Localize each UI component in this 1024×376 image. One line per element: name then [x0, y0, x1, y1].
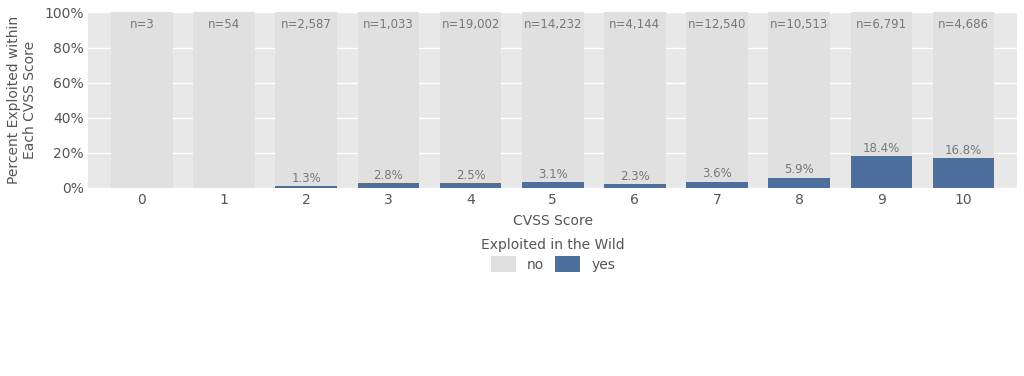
Text: n=2,587: n=2,587 — [281, 18, 332, 31]
Text: n=10,513: n=10,513 — [770, 18, 828, 31]
Text: 3.1%: 3.1% — [538, 168, 567, 181]
Bar — [275, 12, 337, 186]
Text: 3.6%: 3.6% — [702, 167, 732, 180]
Bar — [933, 158, 994, 188]
Bar — [768, 12, 830, 177]
Text: 16.8%: 16.8% — [945, 144, 982, 157]
Text: n=14,232: n=14,232 — [523, 18, 582, 31]
Bar — [851, 156, 912, 188]
Bar — [357, 12, 419, 183]
Bar — [439, 12, 502, 183]
Bar — [604, 12, 666, 184]
Text: 2.8%: 2.8% — [374, 169, 403, 182]
Text: 5.9%: 5.9% — [784, 164, 814, 176]
Text: n=3: n=3 — [129, 18, 155, 31]
Text: n=12,540: n=12,540 — [688, 18, 746, 31]
Bar — [768, 177, 830, 188]
Bar — [357, 183, 419, 188]
Bar — [686, 182, 748, 188]
Text: n=1,033: n=1,033 — [364, 18, 414, 31]
Bar — [522, 182, 584, 188]
Bar — [522, 12, 584, 182]
Bar — [604, 184, 666, 188]
Text: n=19,002: n=19,002 — [441, 18, 500, 31]
Text: n=54: n=54 — [208, 18, 241, 31]
Bar — [275, 186, 337, 188]
Text: n=4,144: n=4,144 — [609, 18, 660, 31]
Text: n=6,791: n=6,791 — [856, 18, 907, 31]
Text: 18.4%: 18.4% — [863, 141, 900, 155]
Bar — [686, 12, 748, 182]
Text: n=4,686: n=4,686 — [938, 18, 989, 31]
X-axis label: CVSS Score: CVSS Score — [513, 214, 593, 227]
Y-axis label: Percent Exploited within
Each CVSS Score: Percent Exploited within Each CVSS Score — [7, 16, 37, 184]
Bar — [439, 183, 502, 188]
Bar — [851, 12, 912, 156]
Bar — [111, 12, 173, 188]
Bar — [194, 12, 255, 188]
Text: 2.5%: 2.5% — [456, 170, 485, 182]
Text: 1.3%: 1.3% — [292, 171, 322, 185]
Legend: no, yes: no, yes — [481, 238, 625, 272]
Bar — [933, 12, 994, 158]
Text: 2.3%: 2.3% — [621, 170, 650, 183]
